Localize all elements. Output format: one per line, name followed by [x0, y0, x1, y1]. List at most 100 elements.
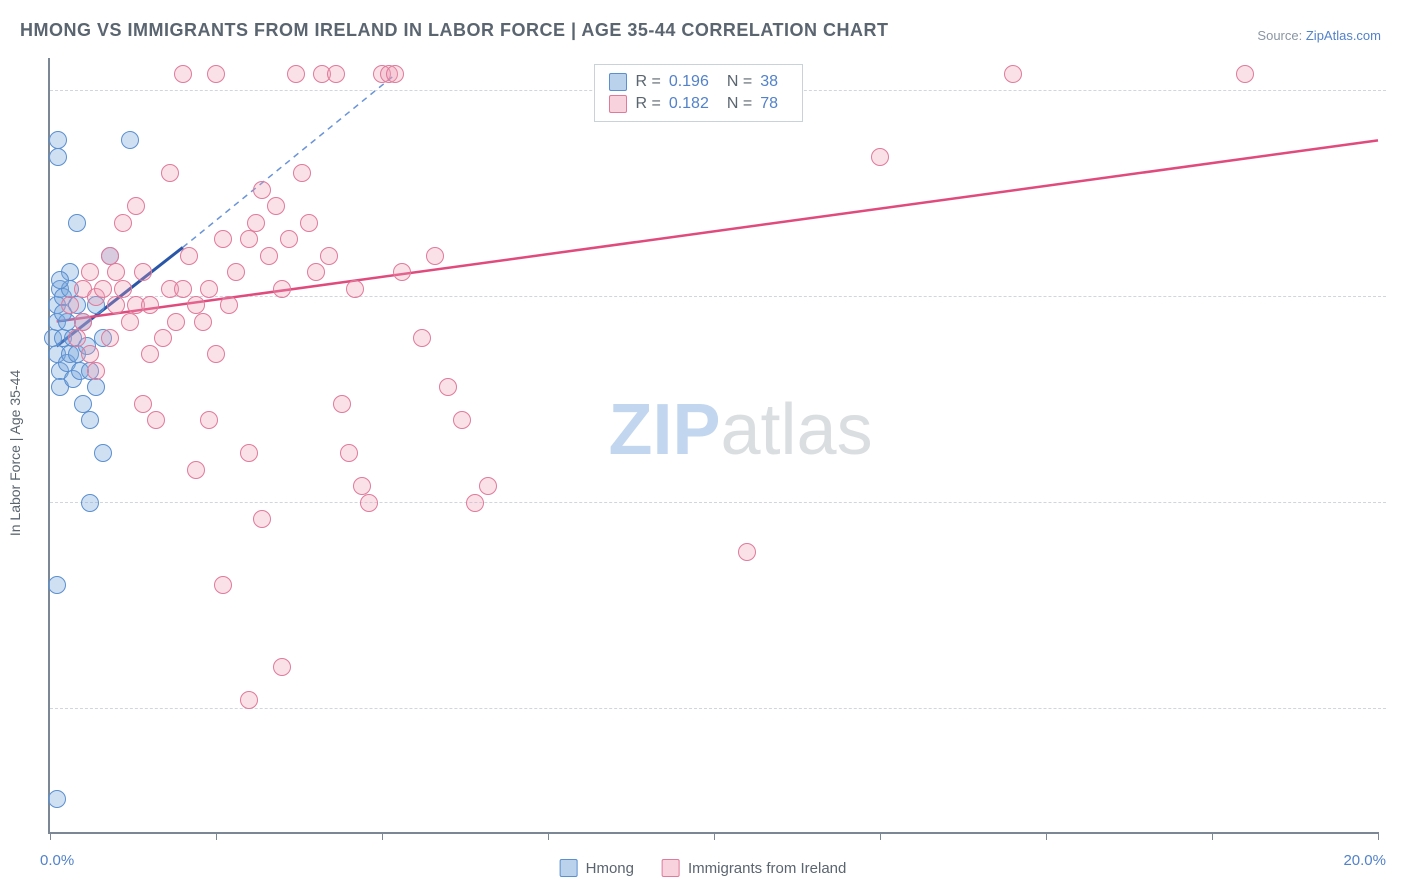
- data-point: [101, 329, 119, 347]
- swatch-pink-icon: [662, 859, 680, 877]
- n-value: 78: [760, 95, 778, 113]
- data-point: [81, 263, 99, 281]
- swatch-blue-icon: [560, 859, 578, 877]
- x-tick: [880, 832, 881, 840]
- data-point: [74, 395, 92, 413]
- data-point: [240, 230, 258, 248]
- x-tick: [548, 832, 549, 840]
- data-point: [87, 362, 105, 380]
- data-point: [107, 296, 125, 314]
- data-point: [253, 181, 271, 199]
- data-point: [141, 296, 159, 314]
- data-point: [87, 378, 105, 396]
- data-point: [114, 214, 132, 232]
- data-point: [333, 395, 351, 413]
- data-point: [413, 329, 431, 347]
- data-point: [340, 444, 358, 462]
- data-point: [360, 494, 378, 512]
- data-point: [121, 313, 139, 331]
- data-point: [453, 411, 471, 429]
- data-point: [194, 313, 212, 331]
- data-point: [466, 494, 484, 512]
- data-point: [48, 576, 66, 594]
- data-point: [260, 247, 278, 265]
- data-point: [280, 230, 298, 248]
- correlation-stats-box: R = 0.196 N = 38 R = 0.182 N = 78: [594, 64, 803, 122]
- data-point: [871, 148, 889, 166]
- data-point: [287, 65, 305, 83]
- data-point: [293, 164, 311, 182]
- data-point: [327, 65, 345, 83]
- source-attribution: Source: ZipAtlas.com: [1257, 28, 1381, 43]
- data-point: [300, 214, 318, 232]
- data-point: [253, 510, 271, 528]
- source-link[interactable]: ZipAtlas.com: [1306, 28, 1381, 43]
- data-point: [68, 214, 86, 232]
- data-point: [48, 790, 66, 808]
- n-label: N =: [727, 95, 752, 113]
- x-tick: [50, 832, 51, 840]
- data-point: [167, 313, 185, 331]
- stats-row-ireland: R = 0.182 N = 78: [609, 93, 788, 115]
- x-tick: [1046, 832, 1047, 840]
- data-point: [147, 411, 165, 429]
- data-point: [439, 378, 457, 396]
- data-point: [187, 461, 205, 479]
- y-tick-label: 62.5%: [1396, 700, 1406, 717]
- data-point: [154, 329, 172, 347]
- data-point: [207, 345, 225, 363]
- data-point: [738, 543, 756, 561]
- data-point: [81, 411, 99, 429]
- n-label: N =: [727, 73, 752, 91]
- data-point: [141, 345, 159, 363]
- data-point: [134, 395, 152, 413]
- data-point: [1004, 65, 1022, 83]
- data-point: [426, 247, 444, 265]
- data-point: [273, 658, 291, 676]
- bottom-legend: Hmong Immigrants from Ireland: [560, 859, 847, 877]
- y-tick-label: 100.0%: [1396, 101, 1406, 118]
- x-tick: [1378, 832, 1379, 840]
- data-point: [207, 65, 225, 83]
- data-point: [81, 494, 99, 512]
- x-tick: [714, 832, 715, 840]
- n-value: 38: [760, 73, 778, 91]
- data-point: [227, 263, 245, 281]
- data-point: [307, 263, 325, 281]
- data-point: [267, 197, 285, 215]
- r-label: R =: [635, 95, 660, 113]
- plot-area: In Labor Force | Age 35-44 62.5%75.0%87.…: [48, 58, 1378, 834]
- data-point: [214, 230, 232, 248]
- data-point: [101, 247, 119, 265]
- y-axis-title: In Labor Force | Age 35-44: [7, 370, 23, 536]
- data-point: [247, 214, 265, 232]
- data-point: [174, 280, 192, 298]
- data-point: [346, 280, 364, 298]
- x-axis-min-label: 0.0%: [40, 852, 74, 869]
- data-point: [187, 296, 205, 314]
- data-point: [61, 296, 79, 314]
- legend-item-ireland: Immigrants from Ireland: [662, 859, 846, 877]
- data-point: [479, 477, 497, 495]
- data-point: [240, 444, 258, 462]
- data-point: [81, 345, 99, 363]
- data-point: [114, 280, 132, 298]
- chart-title: HMONG VS IMMIGRANTS FROM IRELAND IN LABO…: [20, 20, 889, 41]
- data-point: [240, 691, 258, 709]
- r-value: 0.182: [669, 95, 709, 113]
- data-point: [49, 148, 67, 166]
- legend-label: Immigrants from Ireland: [688, 860, 846, 877]
- trend-line: [183, 74, 395, 247]
- legend-label: Hmong: [586, 860, 634, 877]
- data-point: [214, 576, 232, 594]
- data-point: [161, 164, 179, 182]
- data-point: [51, 271, 69, 289]
- r-value: 0.196: [669, 73, 709, 91]
- data-point: [386, 65, 404, 83]
- data-point: [94, 444, 112, 462]
- x-axis-max-label: 20.0%: [1343, 852, 1386, 869]
- data-point: [320, 247, 338, 265]
- data-point: [1236, 65, 1254, 83]
- legend-item-hmong: Hmong: [560, 859, 634, 877]
- data-point: [49, 131, 67, 149]
